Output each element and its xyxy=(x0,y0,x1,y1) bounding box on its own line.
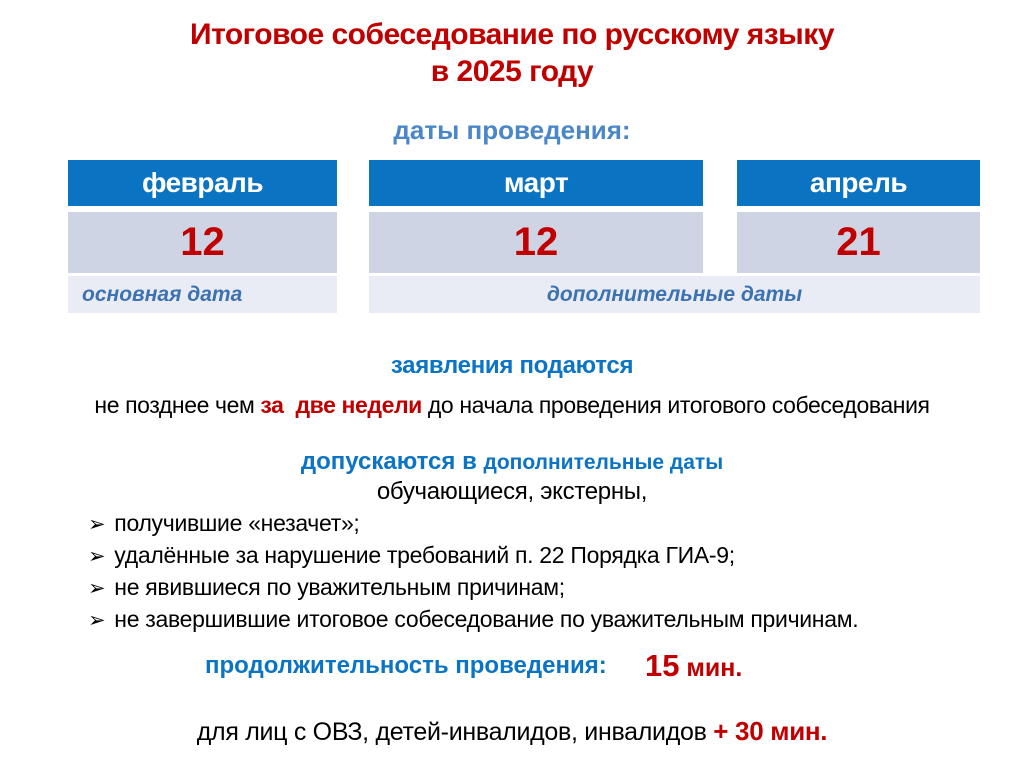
list-item-text: не явившиеся по уважительным причинам; xyxy=(114,574,565,600)
admission-subline: обучающиеся, экстерны, xyxy=(376,478,648,505)
calendar-additional-dates-label: дополнительные даты xyxy=(369,276,980,313)
arrow-bullet-icon: ➢ xyxy=(88,513,106,536)
dates-heading: даты проведения: xyxy=(393,115,631,145)
calendar-primary-date-label: основная дата xyxy=(68,276,337,313)
ovz-extra-time-value: + 30 мин. xyxy=(713,716,828,746)
list-item-text: удалённые за нарушение требований п. 22 … xyxy=(114,542,735,568)
list-item-text: получившие «незачет»; xyxy=(114,510,360,536)
applications-text-before: не позднее чем xyxy=(94,392,261,418)
slide-title-line1: Итоговое собеседование по русскому языку xyxy=(190,18,835,51)
admission-heading-part2: дополнительные даты xyxy=(483,451,724,474)
list-item: ➢ не явившиеся по уважительным причинам; xyxy=(88,572,858,604)
ovz-extra-time-line: для лиц с ОВЗ, детей-инвалидов, инвалидо… xyxy=(0,716,1024,747)
duration-heading: продолжительность проведения: xyxy=(205,652,607,679)
list-item-text: не завершившие итоговое собеседование по… xyxy=(114,606,859,632)
calendar-month-march: март xyxy=(369,160,703,206)
applications-deadline-text: не позднее чем за две недели до начала п… xyxy=(0,392,1024,419)
slide-title-line2: в 2025 году xyxy=(430,55,594,88)
applications-heading: заявления подаются xyxy=(390,352,634,379)
list-item: ➢ получившие «незачет»; xyxy=(88,508,858,540)
applications-text-highlight: за две недели xyxy=(260,392,422,418)
ovz-extra-time-text: для лиц с ОВЗ, детей-инвалидов, инвалидо… xyxy=(196,718,714,746)
calendar-month-february: февраль xyxy=(68,160,337,206)
slide-title: Итоговое собеседование по русскому языку… xyxy=(0,16,1024,90)
admission-heading-part1: допускаются в xyxy=(300,448,484,475)
applications-text-after: до начала проведения итогового собеседов… xyxy=(421,392,930,418)
list-item: ➢ не завершившие итоговое собеседование п… xyxy=(88,604,859,636)
arrow-bullet-icon: ➢ xyxy=(88,609,106,632)
list-item: ➢ удалённые за нарушение требований п. 22… xyxy=(88,540,858,572)
admission-bullet-list: ➢ получившие «незачет»; ➢ удалённые за нар… xyxy=(88,508,859,636)
calendar-day-february: 12 xyxy=(68,212,337,273)
duration-unit: мин. xyxy=(679,654,743,682)
calendar-month-april: апрель xyxy=(737,160,980,206)
duration-value: 15 мин. xyxy=(645,648,742,684)
admission-heading: допускаются в дополнительные даты xyxy=(0,448,1024,476)
arrow-bullet-icon: ➢ xyxy=(88,577,106,600)
duration-minutes: 15 xyxy=(645,648,680,683)
calendar-day-march: 12 xyxy=(369,212,703,273)
calendar-day-april: 21 xyxy=(737,212,980,273)
arrow-bullet-icon: ➢ xyxy=(88,545,106,568)
